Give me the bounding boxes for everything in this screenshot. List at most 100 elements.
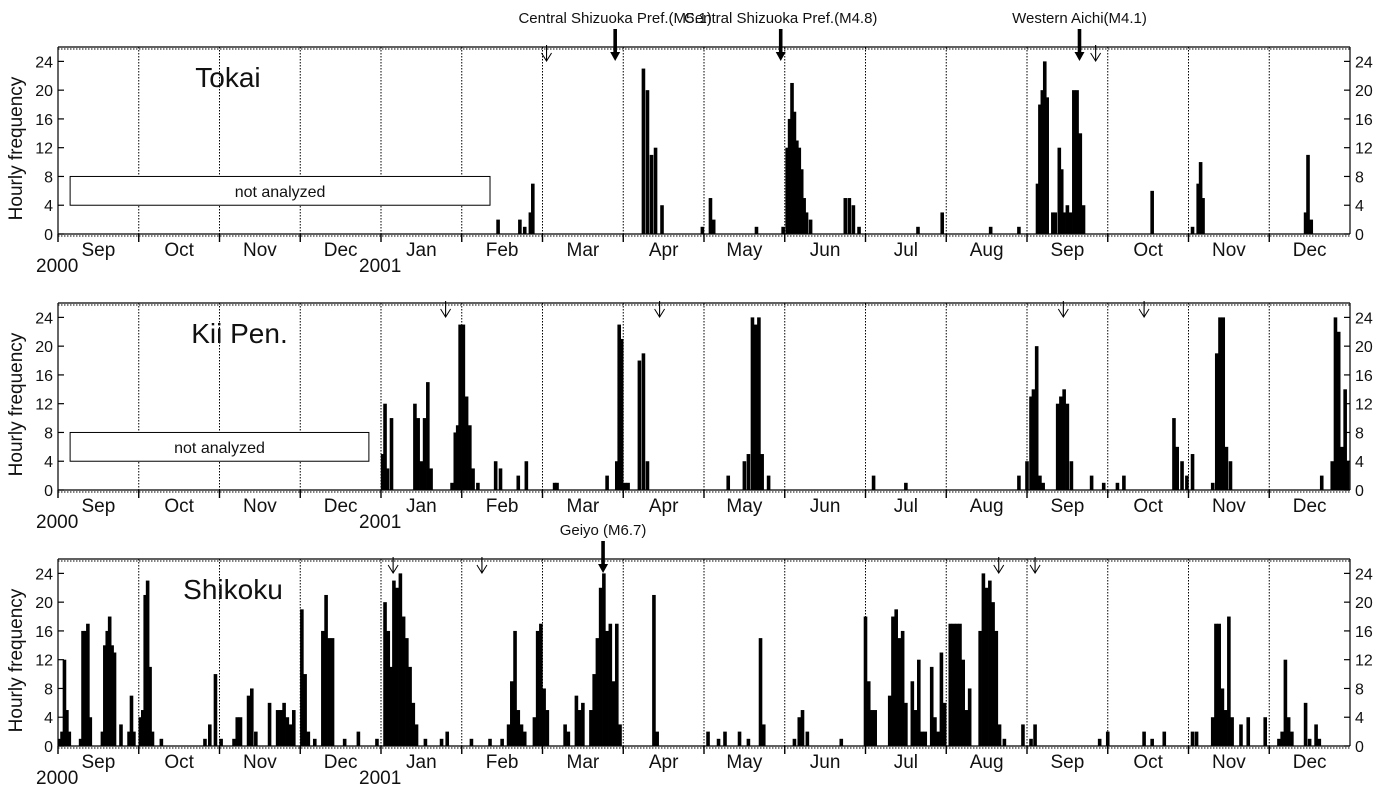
panel-tokai-ytick-label-right: 12: [1355, 141, 1373, 158]
panel-kii-pen-month-label: Apr: [649, 496, 679, 517]
panel-shikoku-bar: [978, 630, 982, 746]
panel-tokai-ytick-label-right: 16: [1355, 112, 1373, 129]
panel-shikoku-bar: [375, 738, 379, 746]
panel-kii-pen-month-label: Jun: [810, 496, 841, 517]
panel-kii-pen-bar: [746, 454, 751, 490]
panel-tokai-not-analyzed-label: not analyzed: [235, 184, 326, 201]
panel-tokai-month-label: Aug: [970, 240, 1004, 261]
panel-kii-pen-bar: [383, 403, 387, 490]
panel-kii-pen-bar: [1038, 475, 1042, 490]
panel-shikoku-bar: [797, 717, 802, 746]
panel-tokai-bar: [1306, 154, 1310, 234]
panel-shikoku-bar: [991, 602, 995, 746]
panel-shikoku-month-label: May: [726, 752, 762, 773]
panel-shikoku-bar: [563, 724, 567, 746]
panel-kii-pen-ytick-label-right: 8: [1355, 425, 1364, 442]
panel-shikoku-ytick-label-right: 8: [1355, 681, 1364, 698]
panel-tokai-event-arrow: [1074, 29, 1085, 61]
panel-kii-pen-bar: [450, 482, 454, 490]
panel-kii-pen-month-label: Oct: [164, 496, 194, 517]
panel-kii-pen-ytick-label-right: 0: [1355, 483, 1364, 500]
panel-shikoku-bar: [267, 702, 272, 746]
panel-shikoku-bar: [939, 652, 944, 746]
panel-shikoku-bar: [988, 580, 992, 746]
panel-shikoku-bar: [148, 666, 152, 746]
panel-tokai-ytick-label-left: 20: [35, 83, 53, 100]
panel-kii-pen-bar: [422, 418, 427, 490]
panel-kii-pen-bar: [1172, 418, 1176, 490]
panel-kii-pen-minor-arrow-head: [440, 308, 452, 318]
panel-kii-pen-bar: [1221, 317, 1226, 490]
panel-kii-pen-bar: [1065, 403, 1070, 490]
panel-tokai-month-label: Oct: [1133, 240, 1163, 261]
panel-shikoku-bar: [100, 731, 105, 746]
panel-shikoku-bar: [327, 638, 332, 746]
panel-tokai-month-label: Apr: [649, 240, 679, 261]
panel-shikoku-title: Shikoku: [183, 574, 283, 605]
panel-tokai: Sep Oct Nov Dec Jan Feb Mar Apr May Jun Jul Aug Sep O…: [6, 10, 1373, 277]
panel-shikoku-bar: [408, 666, 412, 746]
panel-shikoku-ytick-label-left: 16: [35, 624, 53, 641]
panel-shikoku-month-label: Jun: [810, 752, 841, 773]
panel-tokai-bar: [528, 212, 533, 234]
panel-kii-pen-ytick-label-left: 12: [35, 397, 53, 414]
panel-kii-pen-bar: [641, 353, 646, 490]
panel-shikoku-month-label: Jan: [406, 752, 437, 773]
panel-shikoku-minor-arrow-head: [387, 564, 399, 574]
panel-shikoku-bar: [107, 616, 112, 746]
panel-tokai-ytick-label-right: 8: [1355, 169, 1364, 186]
panel-tokai-bar: [988, 226, 993, 234]
panel-tokai-bar: [1045, 97, 1049, 234]
panel-tokai-bar: [808, 219, 813, 234]
panel-tokai-month-label: Dec: [324, 240, 358, 261]
panel-kii-pen-bar: [1175, 446, 1179, 490]
panel-shikoku-bar: [1277, 738, 1281, 746]
panel-kii-pen-bar: [1025, 461, 1029, 490]
panel-kii-pen-bar: [1218, 317, 1222, 490]
panel-shikoku-bar: [88, 717, 93, 746]
panel-tokai-bar: [843, 198, 848, 234]
panel-kii-pen-bar: [385, 468, 390, 490]
panel-kii-pen-bar: [742, 461, 747, 490]
panel-shikoku-month-label: Sep: [81, 752, 115, 773]
panel-tokai-month-label: Nov: [1212, 240, 1246, 261]
panel-kii-pen-month-label: Aug: [970, 496, 1004, 517]
panel-tokai-ytick-label-left: 4: [44, 198, 53, 215]
panel-kii-pen-bar: [498, 468, 503, 490]
panel-kii-pen-not-analyzed-box: [69, 431, 370, 462]
panel-shikoku-bar: [923, 731, 928, 746]
panel-kii-pen-ytick-label-left: 0: [44, 483, 53, 500]
panel-kii-pen-bar: [1185, 475, 1189, 490]
panel-shikoku-bar: [863, 616, 868, 746]
panel-shikoku-bar: [1303, 702, 1308, 746]
panel-shikoku-bar: [611, 681, 616, 746]
panel-tokai-month-label: Nov: [243, 240, 277, 261]
panel-tokai-ytick-label-left: 24: [35, 54, 53, 71]
panel-tokai-bar: [1035, 183, 1040, 234]
panel-kii-pen-bar: [426, 382, 430, 490]
panel-kii-pen-bar: [1069, 461, 1074, 490]
panel-shikoku-event-label: Geiyo (M6.7): [560, 522, 647, 539]
panel-tokai-month-label: Sep: [1050, 240, 1084, 261]
panel-kii-pen-year-label: 2001: [359, 512, 401, 533]
panel-shikoku-bar: [1150, 738, 1154, 746]
panel-tokai-bar: [847, 198, 852, 234]
panel-kii-pen-ytick-label-right: 12: [1355, 397, 1373, 414]
panel-kii-pen-bar: [468, 425, 472, 490]
panel-tokai-bar: [1150, 190, 1154, 234]
panel-shikoku-bar: [500, 738, 504, 746]
panel-shikoku-bar: [522, 731, 527, 746]
panel-tokai-bar: [700, 226, 705, 234]
panel-kii-pen-bar: [419, 461, 424, 490]
panel-shikoku-bar: [132, 731, 136, 746]
panel-tokai-bar: [1075, 90, 1079, 235]
panel-shikoku-bar: [792, 738, 797, 746]
panel-shikoku-bar: [1217, 623, 1221, 746]
panel-tokai-month-label: Oct: [164, 240, 194, 261]
panel-shikoku-ytick-label-left: 4: [44, 710, 53, 727]
panel-tokai-bar: [708, 198, 713, 234]
panel-tokai-bar: [496, 219, 500, 234]
panel-shikoku-bar: [1194, 731, 1199, 746]
panel-kii-pen-bar: [753, 324, 758, 490]
panel-tokai-bar: [1081, 205, 1086, 234]
